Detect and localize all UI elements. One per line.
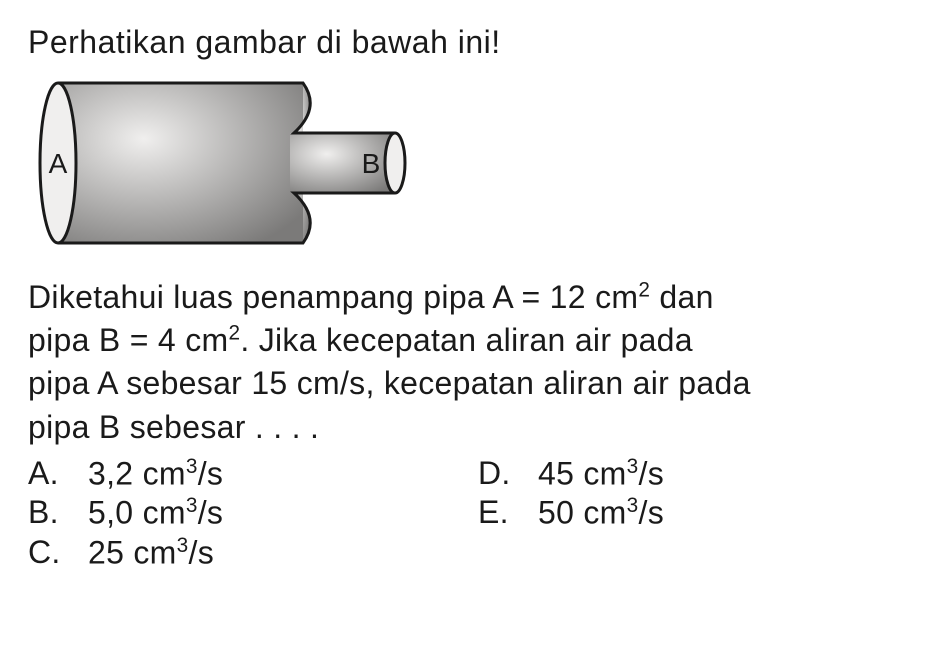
question-body: Diketahui luas penampang pipa A = 12 cm2… (28, 276, 914, 449)
svg-text:A: A (49, 148, 68, 179)
option-a-key: A. (28, 455, 88, 493)
body-line1a: Diketahui luas penampang pipa A = 12 cm (28, 279, 638, 315)
option-a-sup: 3 (186, 455, 198, 478)
option-e: E. 50 cm3/s (478, 494, 908, 532)
option-c-key: C. (28, 534, 88, 572)
body-line1b: dan (650, 279, 713, 315)
exp-2b: 2 (228, 322, 240, 345)
option-b-val: 5,0 cm3/s (88, 494, 223, 532)
option-d-val: 45 cm3/s (538, 455, 664, 493)
svg-text:B: B (362, 148, 381, 179)
option-c: C. 25 cm3/s (28, 534, 458, 572)
body-line2a: pipa B = 4 cm (28, 322, 228, 358)
body-line3: pipa A sebesar 15 cm/s, kecepatan aliran… (28, 365, 751, 401)
option-b-tail: /s (198, 495, 224, 531)
option-a-tail: /s (198, 455, 224, 491)
question-prompt: Perhatikan gambar di bawah ini! (28, 24, 914, 61)
option-e-tail: /s (639, 495, 665, 531)
option-b-sup: 3 (186, 494, 198, 517)
answer-options: A. 3,2 cm3/s D. 45 cm3/s B. 5,0 cm3/s E.… (28, 455, 914, 572)
body-line2b: . Jika kecepatan aliran air pada (240, 322, 693, 358)
pipe-diagram: AB (28, 73, 914, 258)
option-d: D. 45 cm3/s (478, 455, 908, 493)
option-e-key: E. (478, 494, 538, 532)
pipe-svg: AB (28, 73, 408, 253)
exp-2a: 2 (638, 278, 650, 301)
option-d-sup: 3 (627, 455, 639, 478)
option-b-num: 5,0 cm (88, 495, 186, 531)
body-line4: pipa B sebesar . . . . (28, 409, 319, 445)
option-b: B. 5,0 cm3/s (28, 494, 458, 532)
option-c-sup: 3 (177, 534, 189, 557)
option-c-num: 25 cm (88, 535, 177, 571)
option-d-tail: /s (639, 455, 665, 491)
option-a: A. 3,2 cm3/s (28, 455, 458, 493)
option-a-val: 3,2 cm3/s (88, 455, 223, 493)
option-e-val: 50 cm3/s (538, 494, 664, 532)
option-d-num: 45 cm (538, 455, 627, 491)
option-a-num: 3,2 cm (88, 455, 186, 491)
option-d-key: D. (478, 455, 538, 493)
option-c-tail: /s (189, 535, 215, 571)
option-e-sup: 3 (627, 494, 639, 517)
option-e-num: 50 cm (538, 495, 627, 531)
option-c-val: 25 cm3/s (88, 534, 214, 572)
option-b-key: B. (28, 494, 88, 532)
